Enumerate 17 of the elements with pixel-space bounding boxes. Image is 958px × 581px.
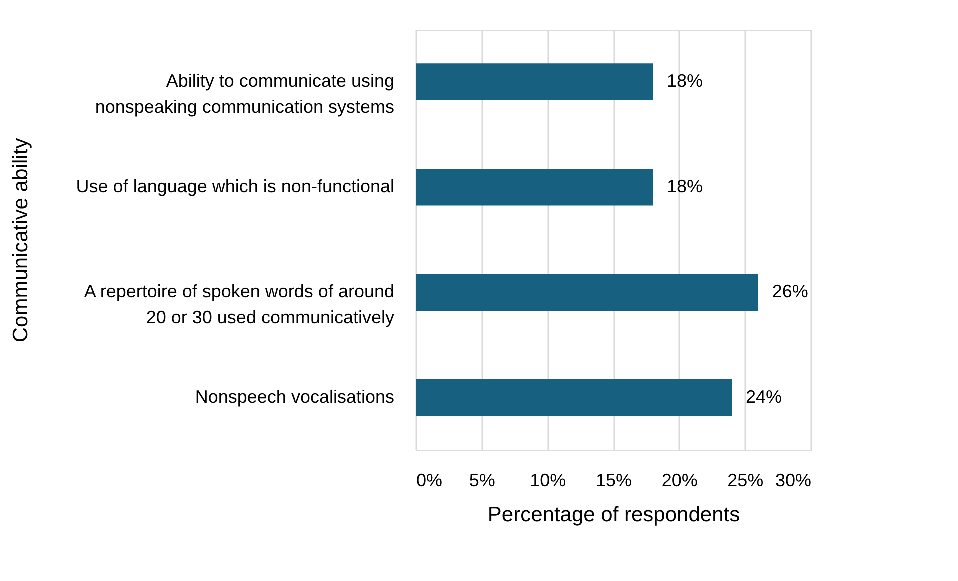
- data-label: 18%: [667, 176, 704, 196]
- x-axis-title: Percentage of respondents: [488, 504, 740, 526]
- y-axis-title: Communicative ability: [10, 138, 32, 343]
- x-tick-label: 10%: [530, 470, 566, 490]
- x-tick-label: 15%: [596, 470, 632, 490]
- x-tick-label: 25%: [728, 470, 764, 490]
- data-label: 24%: [746, 386, 782, 407]
- x-tick-label: 20%: [662, 470, 698, 490]
- data-label: 26%: [772, 282, 808, 302]
- y-tick-label: A repertoire of spoken words of around 20 or 30 used communicatively: [84, 282, 394, 328]
- y-tick-label: Ability to communicate using nonspeaking communication systems: [95, 71, 394, 118]
- x-tick-label: 5%: [469, 470, 496, 490]
- x-tick-label: 0%: [416, 470, 443, 490]
- y-tick-label: Nonspeech vocalisations: [195, 386, 394, 407]
- data-label: 18%: [667, 71, 704, 92]
- y-tick-label: Use of language which is non-functional: [76, 176, 394, 196]
- x-tick-label: 30%: [775, 470, 812, 490]
